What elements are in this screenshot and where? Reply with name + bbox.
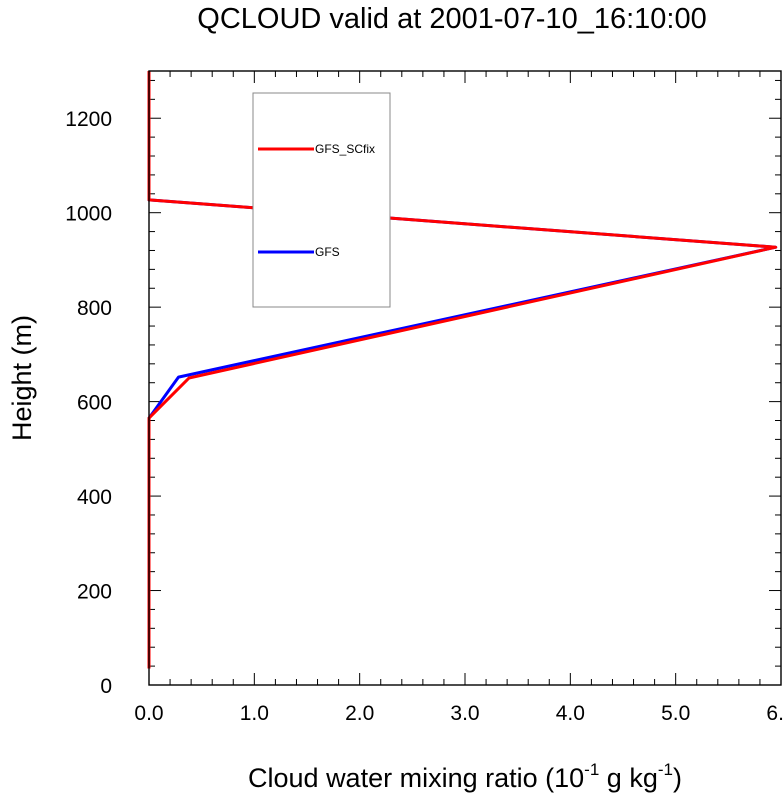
legend-label-gfs: GFS [315, 245, 340, 259]
x-tick-label: 4.0 [556, 702, 585, 725]
x-axis-label-exp2: -1 [658, 760, 673, 779]
series-line-gfs-scfix [147, 71, 778, 669]
y-tick-labels: 0 200 400 600 800 1000 1200 [65, 108, 112, 698]
legend-box [252, 92, 391, 308]
x-tick-label: 5.0 [661, 702, 690, 725]
chart-title: QCLOUD valid at 2001-07-10_16:10:00 [197, 3, 706, 35]
axis-ticks [148, 71, 782, 686]
y-tick-label: 0 [100, 675, 112, 698]
legend: GFS_SCfix GFS [252, 92, 391, 308]
x-axis-label-exp1: -1 [584, 760, 599, 779]
x-tick-label: 2.0 [345, 702, 374, 725]
x-tick-label: 3.0 [450, 702, 479, 725]
x-tick-label: 0.0 [134, 702, 163, 725]
y-tick-label: 1200 [65, 108, 112, 131]
x-tick-label: 1.0 [240, 702, 269, 725]
y-tick-label: 800 [77, 297, 112, 320]
x-tick-label: 6.0 [766, 702, 783, 725]
x-axis-label-mid: g kg [599, 763, 658, 793]
x-axis-label-main: Cloud water mixing ratio (10 [248, 763, 584, 793]
x-axis-label: Cloud water mixing ratio (10-1 g kg-1) [248, 760, 682, 793]
plot-frame [148, 70, 782, 686]
y-axis-label: Height (m) [7, 315, 37, 441]
x-axis-label-end: ) [673, 763, 682, 793]
legend-label-gfs-scfix: GFS_SCfix [315, 142, 375, 156]
y-tick-label: 1000 [65, 203, 112, 226]
y-tick-label: 200 [77, 581, 112, 604]
x-tick-labels: 0.0 1.0 2.0 3.0 4.0 5.0 6.0 [134, 702, 783, 725]
series-line-gfs [147, 71, 778, 669]
series-lines [147, 71, 778, 669]
y-tick-label: 400 [77, 486, 112, 509]
y-tick-label: 600 [77, 392, 112, 415]
